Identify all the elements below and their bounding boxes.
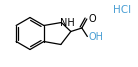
Text: O: O — [88, 14, 96, 24]
Text: NH: NH — [60, 17, 75, 27]
Text: OH: OH — [89, 31, 104, 41]
Text: HCl: HCl — [113, 5, 131, 15]
